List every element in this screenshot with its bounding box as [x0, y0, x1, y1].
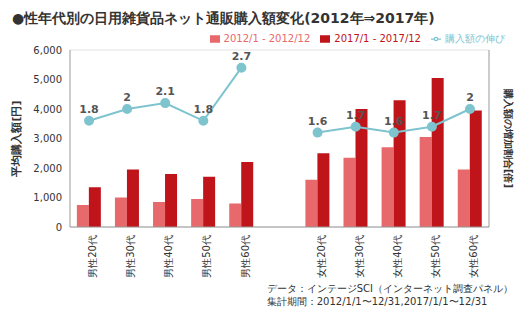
svg-text:女性40代: 女性40代: [392, 235, 403, 278]
svg-text:2: 2: [466, 91, 474, 104]
html-text:2012/1 - 2012/12: 2012/1 - 2012/12: [223, 33, 311, 44]
html-text:購入額の伸び: 購入額の伸び: [445, 33, 505, 44]
svg-text:1.8: 1.8: [79, 103, 99, 116]
svg-text:男性20代: 男性20代: [87, 235, 98, 278]
html-text:集計期間：2012/1/1〜12/31,2017/1/1〜1: 集計期間：2012/1/1〜12/31,2017/1/1〜12/31: [266, 296, 488, 307]
svg-text:2,000: 2,000: [33, 163, 62, 174]
svg-text:女性20代: 女性20代: [316, 235, 327, 278]
svg-text:1,000: 1,000: [33, 192, 62, 203]
svg-text:1.7: 1.7: [422, 109, 442, 122]
svg-text:女性60代: 女性60代: [468, 235, 479, 278]
svg-text:3,000: 3,000: [33, 133, 62, 144]
svg-text:2.7: 2.7: [232, 50, 252, 63]
svg-text:0: 0: [56, 222, 62, 233]
svg-text:4,000: 4,000: [33, 104, 62, 115]
svg-text:6,000: 6,000: [33, 45, 62, 56]
svg-text:女性30代: 女性30代: [354, 235, 365, 278]
svg-text:購入額の増加割合[倍]: 購入額の増加割合[倍]: [503, 88, 514, 188]
svg-text:男性50代: 男性50代: [201, 235, 212, 278]
svg-text:1.8: 1.8: [194, 103, 214, 116]
svg-text:2: 2: [123, 91, 131, 104]
svg-text:1.6: 1.6: [384, 115, 404, 128]
svg-text:5,000: 5,000: [33, 74, 62, 85]
svg-text:平均購入額[円]: 平均購入額[円]: [10, 100, 23, 177]
svg-text:1.6: 1.6: [308, 115, 328, 128]
svg-text:1.7: 1.7: [346, 109, 366, 122]
html-text:データ：インテージSCI（インターネット調査パネル）: データ：インテージSCI（インターネット調査パネル）: [266, 283, 513, 294]
svg-text:2.1: 2.1: [155, 85, 175, 98]
svg-text:女性50代: 女性50代: [430, 235, 441, 278]
html-text:2017/1 - 2017/12: 2017/1 - 2017/12: [334, 33, 421, 44]
html-text:●性年代別の日用雑貨品ネット通販購入額変化(2012年⇒20: ●性年代別の日用雑貨品ネット通販購入額変化(2012年⇒2017年): [12, 10, 435, 26]
svg-text:男性60代: 男性60代: [240, 235, 251, 278]
svg-text:男性30代: 男性30代: [125, 235, 136, 278]
svg-text:男性40代: 男性40代: [163, 235, 174, 278]
